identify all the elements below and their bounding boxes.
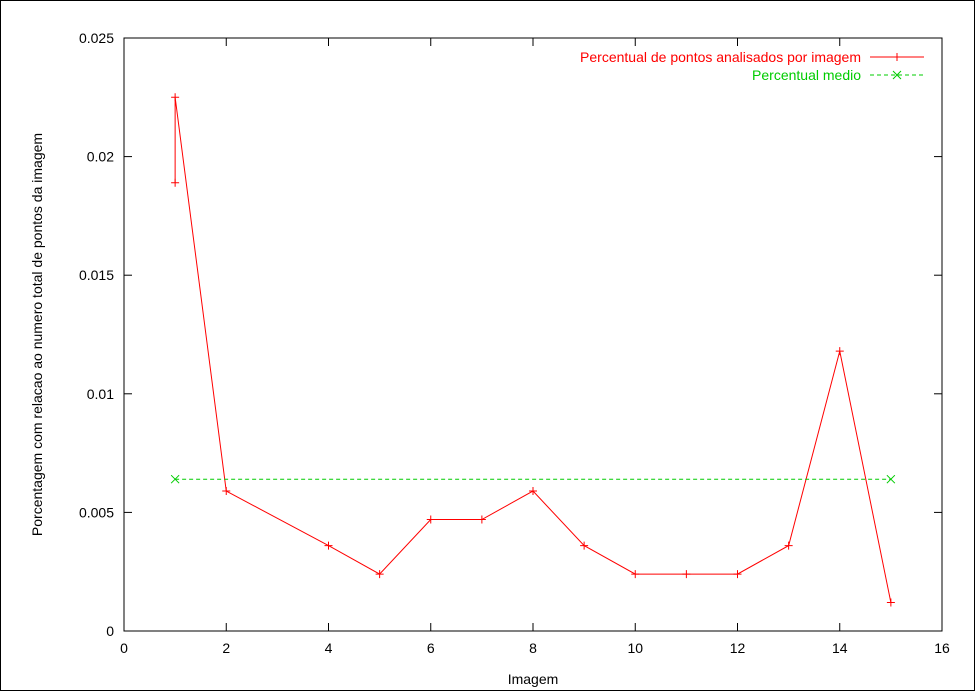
x-tick-label: 16	[934, 640, 950, 656]
data-point	[222, 487, 231, 496]
x-tick-label: 6	[427, 640, 435, 656]
y-tick-label: 0.015	[79, 267, 114, 283]
x-tick-label: 4	[325, 640, 333, 656]
legend-label: Percentual medio	[752, 67, 861, 83]
x-tick-label: 8	[529, 640, 537, 656]
series-group	[170, 93, 896, 607]
legend-marker	[893, 53, 901, 61]
legend-label: Percentual de pontos analisados por imag…	[580, 49, 861, 65]
x-tick-label: 14	[832, 640, 848, 656]
legend: Percentual de pontos analisados por imag…	[580, 49, 924, 83]
data-point	[375, 570, 384, 579]
x-tick-label: 2	[222, 640, 230, 656]
data-point	[682, 570, 691, 579]
series-percentual-medio	[170, 474, 896, 484]
data-point	[170, 474, 180, 484]
data-point	[886, 598, 895, 607]
data-point	[477, 515, 486, 524]
data-point	[529, 487, 537, 496]
data-point	[886, 474, 896, 484]
y-axis-title: Porcentagem com relacao ao numero total …	[29, 133, 45, 536]
y-tick-label: 0.02	[87, 149, 114, 165]
data-point	[426, 515, 435, 524]
data-point	[324, 541, 333, 550]
series-line	[174, 97, 892, 603]
series-percentual-por-imagem	[171, 93, 895, 607]
data-point	[171, 93, 180, 102]
x-tick-label: 12	[730, 640, 746, 656]
data-point	[835, 347, 844, 356]
data-point	[733, 570, 742, 579]
y-tick-label: 0	[106, 623, 114, 639]
axis-tick-labels: 0 2 4 6 8 10 12 14 16 0 0.005 0.01 0.015 0.02 0.025	[79, 30, 950, 656]
legend-marker	[892, 70, 902, 80]
data-point	[171, 178, 180, 187]
y-tick-label: 0.005	[79, 504, 114, 520]
y-tick-label: 0.025	[79, 30, 114, 46]
x-tick-label: 10	[627, 640, 643, 656]
data-point	[580, 541, 589, 550]
data-point	[784, 541, 793, 550]
data-point	[631, 570, 640, 579]
x-tick-label: 0	[120, 640, 128, 656]
y-tick-label: 0.01	[87, 386, 114, 402]
axis-ticks	[123, 37, 943, 632]
x-axis-title: Imagem	[508, 671, 559, 687]
plot-area-border	[123, 37, 943, 632]
